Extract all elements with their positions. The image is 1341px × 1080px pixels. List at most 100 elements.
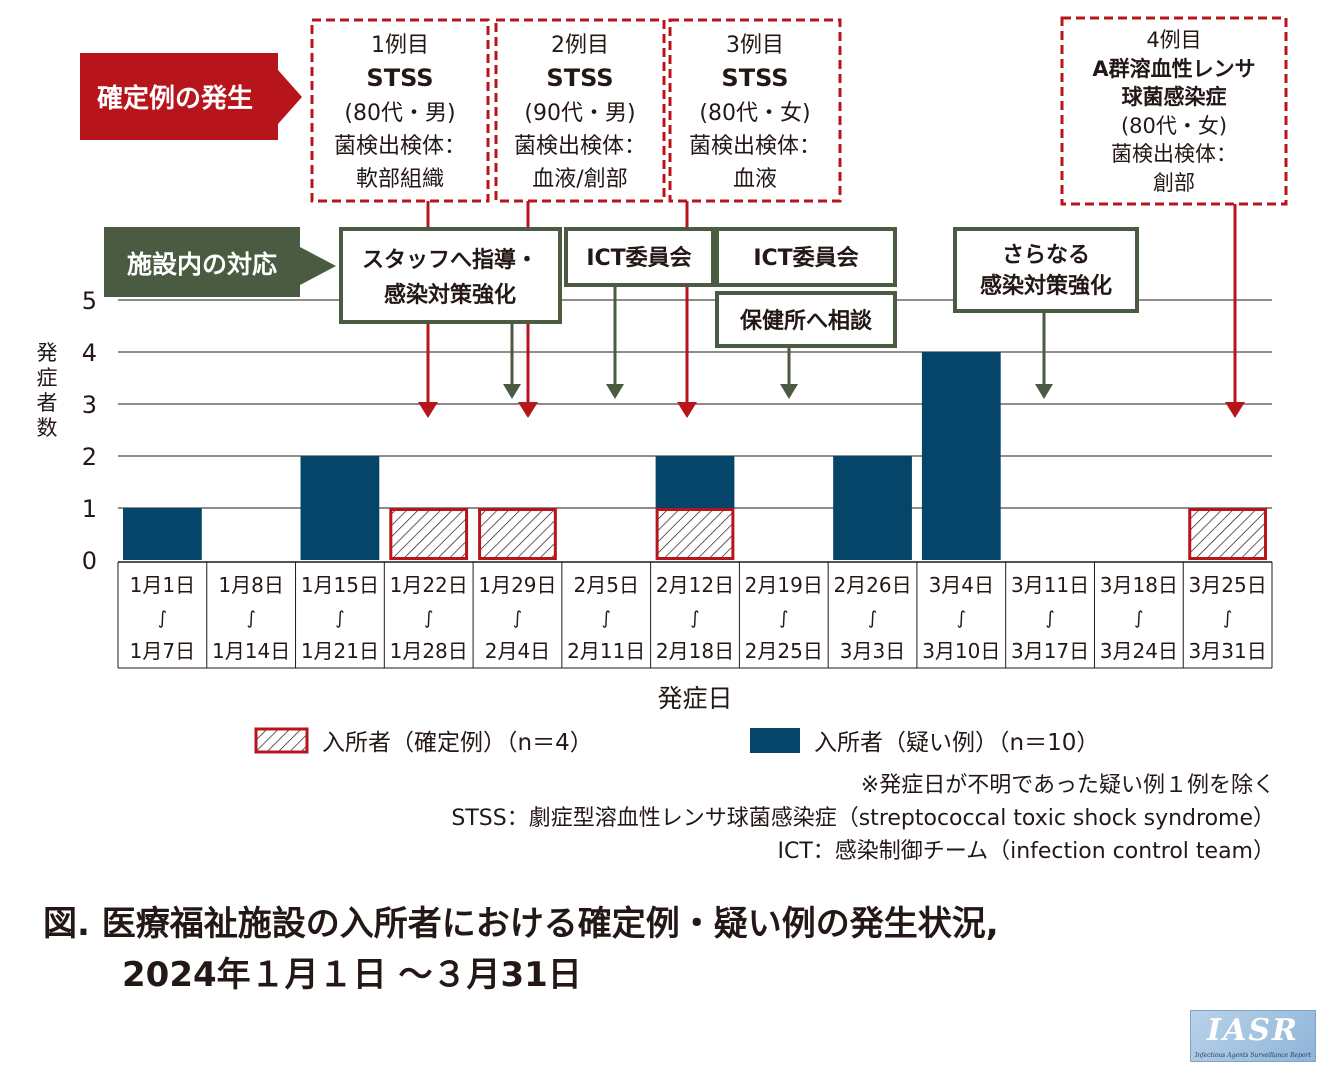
y-label-char-1: 発 [37, 341, 58, 365]
x-tick-end: 3月17日 [1011, 639, 1089, 663]
x-tick-start: 3月11日 [1011, 573, 1089, 597]
action-5-line2: 感染対策強化 [980, 273, 1112, 299]
action-box-4: 保健所へ相談 [715, 291, 897, 348]
action-1-arrow [503, 322, 521, 399]
y-tick-label: 2 [82, 443, 97, 471]
x-tick-end: 1月14日 [212, 639, 290, 663]
x-tick-start: 3月18日 [1100, 573, 1178, 597]
case-3-disease: STSS [721, 64, 788, 92]
case-1-specimen-label: 菌検出検体： [334, 134, 466, 159]
action-1-line1: スタッフへ指導・ [362, 247, 538, 273]
note-stss: STSS：劇症型溶血性レンサ球菌感染症（streptococcal toxic … [451, 806, 1275, 831]
x-tick-range-mark: ∫ [424, 608, 433, 629]
x-tick-start: 1月15日 [301, 573, 379, 597]
x-tick-start: 1月8日 [218, 573, 283, 597]
bar-confirmed [478, 508, 557, 560]
x-tick-start: 1月22日 [390, 573, 468, 597]
x-tick-range-mark: ∫ [1045, 608, 1054, 629]
case-4-disease: A群溶血性レンサ [1092, 57, 1255, 81]
case-4-arrow [1225, 204, 1245, 418]
legend-suspect-label: 入所者（疑い例）（n＝10） [814, 730, 1099, 756]
x-tick-start: 1月29日 [478, 573, 556, 597]
y-label-char-3: 者 [37, 391, 58, 415]
action-4-label: 保健所へ相談 [739, 308, 873, 334]
caption-line2: 2024年１月１日 ～３月31日 [122, 955, 582, 995]
confirmed-header-label: 確定例の発生 [97, 83, 253, 114]
iasr-logo: IASR Infectious Agents Surveillance Repo… [1190, 1010, 1316, 1062]
x-tick-end: 2月25日 [745, 639, 823, 663]
bar-suspect [655, 456, 735, 508]
action-2-arrow [606, 285, 624, 399]
case-4-title: 4例目 [1146, 28, 1201, 52]
note-excluded: ※発症日が不明であった疑い例１例を除く [861, 773, 1275, 798]
y-tick-label: 0 [82, 547, 97, 575]
action-1-line2: 感染対策強化 [384, 282, 516, 308]
bar-suspect [921, 352, 1001, 560]
x-tick-start: 3月25日 [1189, 573, 1267, 597]
legend: 入所者（確定例）（n＝4） 入所者（疑い例）（n＝10） [254, 727, 1099, 756]
legend-suspect-swatch [750, 728, 800, 753]
case-box-1: 1例目 STSS (80代・男) 菌検出検体： 軟部組織 [310, 18, 490, 203]
x-tick-range-mark: ∫ [513, 608, 522, 629]
x-tick-end: 3月10日 [922, 639, 1000, 663]
action-3-label: ICT委員会 [753, 245, 858, 271]
bar-confirmed [389, 508, 469, 560]
y-tick-label: 3 [82, 391, 97, 419]
x-tick-end: 2月11日 [567, 639, 645, 663]
y-tick-label: 1 [82, 495, 97, 523]
legend-confirmed-swatch [254, 727, 309, 754]
x-tick-start: 2月19日 [745, 573, 823, 597]
action-box-3: ICT委員会 [715, 227, 897, 287]
case-1-specimen: 軟部組織 [356, 167, 444, 192]
logo-main-text: IASR [1207, 1013, 1299, 1048]
x-tick-range-mark: ∫ [1223, 608, 1232, 629]
logo-sub-text: Infectious Agents Surveillance Report [1195, 1052, 1311, 1059]
action-2-label: ICT委員会 [586, 245, 691, 271]
case-3-age-sex: (80代・女) [699, 101, 810, 126]
y-tick-label: 4 [82, 339, 97, 367]
x-tick-range-mark: ∫ [602, 608, 611, 629]
x-tick-end: 3月31日 [1189, 639, 1267, 663]
x-tick-end: 1月21日 [301, 639, 379, 663]
x-tick-range-mark: ∫ [957, 608, 966, 629]
x-tick-start: 2月12日 [656, 573, 734, 597]
case-4-age-sex: (80代・女) [1121, 114, 1227, 138]
notes: ※発症日が不明であった疑い例１例を除く STSS：劇症型溶血性レンサ球菌感染症（… [451, 773, 1275, 864]
x-tick-end: 3月3日 [840, 639, 905, 663]
bar-suspect [833, 456, 912, 560]
facility-header: 施設内の対応 [104, 227, 336, 297]
case-4-disease-cont: 球菌感染症 [1122, 85, 1227, 109]
facility-header-label: 施設内の対応 [127, 250, 277, 279]
x-axis-table: 1月1日 ∫ 1月7日 1月8日 ∫ 1月14日 1月15日 ∫ 1月21日 1月22日 ∫ 1月28… [117, 561, 1273, 669]
action-4-arrow [780, 346, 798, 399]
bar-suspect [300, 456, 380, 560]
case-box-2: 2例目 STSS (90代・男) 菌検出検体： 血液/創部 [494, 18, 666, 203]
x-tick-range-mark: ∫ [779, 608, 788, 629]
caption: 図. 医療福祉施設の入所者における確定例・疑い例の発生状況, 2024年１月１日… [43, 904, 999, 995]
caption-line1: 図. 医療福祉施設の入所者における確定例・疑い例の発生状況, [43, 904, 999, 944]
x-tick-end: 2月4日 [485, 639, 550, 663]
x-tick-range-mark: ∫ [335, 608, 344, 629]
x-tick-end: 3月24日 [1100, 639, 1178, 663]
legend-confirmed-label: 入所者（確定例）（n＝4） [322, 730, 593, 756]
confirmed-header: 確定例の発生 [80, 53, 302, 140]
case-box-3: 3例目 STSS (80代・女) 菌検出検体： 血液 [668, 18, 842, 203]
x-tick-start: 2月5日 [574, 573, 639, 597]
x-tick-start: 3月4日 [929, 573, 994, 597]
action-box-1: スタッフへ指導・ 感染対策強化 [339, 227, 562, 324]
bar-suspect [123, 508, 202, 560]
x-tick-range-mark: ∫ [246, 608, 255, 629]
x-tick-end: 2月18日 [656, 639, 734, 663]
bar-confirmed [655, 508, 735, 560]
x-tick-range-mark: ∫ [868, 608, 877, 629]
case-3-specimen: 血液 [733, 167, 777, 192]
x-tick-end: 1月28日 [390, 639, 468, 663]
x-tick-start: 2月26日 [833, 573, 911, 597]
case-3-title: 3例目 [726, 33, 784, 58]
case-1-title: 1例目 [371, 33, 429, 58]
case-2-disease: STSS [546, 64, 613, 92]
case-1-age-sex: (80代・男) [344, 101, 455, 126]
case-2-age-sex: (90代・男) [524, 101, 635, 126]
case-2-title: 2例目 [551, 33, 609, 58]
